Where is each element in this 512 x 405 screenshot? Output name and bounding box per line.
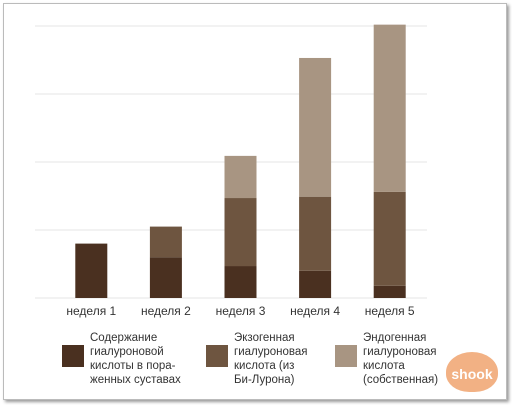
bar-segment	[373, 191, 406, 286]
legend-label: Экзогенная гиалуроновая кислота (из Би-Л…	[234, 332, 308, 386]
x-tick-label: неделя 3	[216, 304, 266, 318]
x-tick-label: неделя 4	[290, 304, 340, 318]
x-tick-label: неделя 1	[66, 304, 116, 318]
bar-segment	[75, 243, 108, 298]
legend-swatch	[335, 345, 357, 367]
bar-segment	[149, 226, 182, 258]
bar-segment	[224, 198, 257, 267]
legend-label: Эндогенная гиалуроновая кислота (собстве…	[363, 332, 439, 386]
logo: shook	[446, 352, 498, 392]
bar-segment	[224, 155, 257, 199]
bar-segment	[299, 57, 332, 197]
bar-segment	[373, 285, 406, 298]
bar-segment	[299, 270, 332, 298]
bar-segment	[224, 266, 257, 298]
bar-segment	[299, 196, 332, 271]
x-tick-label: неделя 2	[141, 304, 191, 318]
x-tick-label: неделя 5	[365, 304, 415, 318]
legend-label: Содержание гиалуроновой кислоты в пора- …	[90, 332, 181, 386]
legend-swatch	[206, 345, 228, 367]
legend-swatch	[62, 345, 84, 367]
bar-segment	[149, 257, 182, 298]
bar-segment	[373, 24, 406, 192]
